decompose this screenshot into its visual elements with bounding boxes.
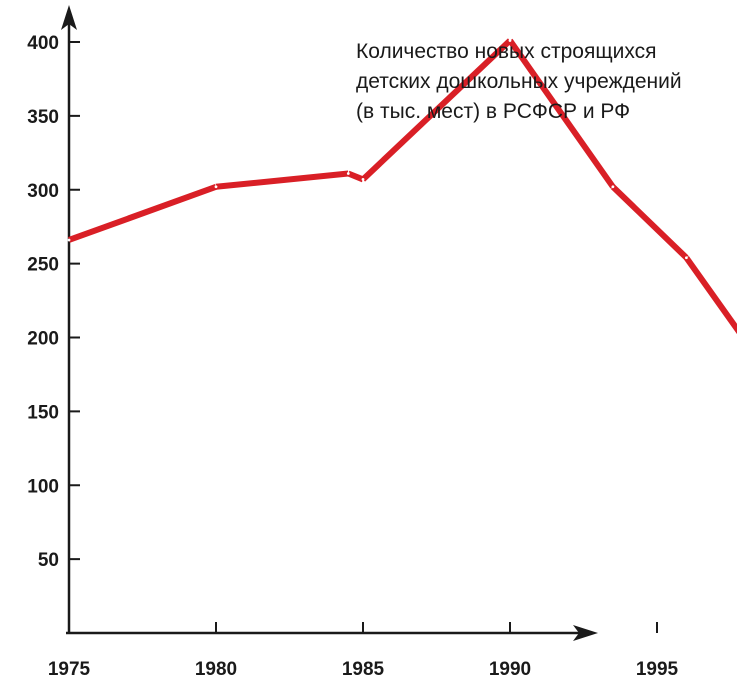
chart-title-line-3: (в тыс. мест) в РСФСР и РФ: [356, 100, 630, 123]
data-point: [67, 238, 71, 242]
y-axis-arrow-icon: [61, 5, 77, 30]
series-line-segment: [507, 38, 616, 189]
x-tick-label: 1980: [195, 659, 237, 679]
series-layer: [67, 38, 737, 335]
data-point: [685, 256, 688, 260]
y-tick-label: 300: [27, 181, 59, 202]
chart-title-line-1: Количество новых строящихся: [356, 40, 656, 63]
x-ticks: 1975198019851990199520002005: [48, 622, 679, 679]
y-tick-label: 400: [27, 33, 59, 54]
y-tick-label: 150: [27, 402, 59, 423]
x-tick-label: 1985: [342, 659, 385, 679]
data-point: [214, 185, 218, 189]
x-axis-arrow-icon: [573, 625, 598, 641]
series-line-segment: [347, 170, 365, 183]
x-tick-label: 1990: [489, 659, 531, 679]
y-tick-label: 250: [27, 255, 59, 276]
series-line-segment: [215, 170, 349, 190]
chart-title-line-2: детских дошкольных учреждений: [356, 70, 682, 93]
y-tick-label: 200: [27, 329, 59, 350]
data-point: [611, 185, 615, 189]
y-tick-label: 350: [27, 107, 59, 128]
plot-area: 50 100 150 200 250 300 350 400 1975 1980 1985 1990…: [27, 5, 737, 679]
data-point: [346, 172, 350, 175]
x-tick-label: 1995: [636, 659, 679, 679]
series-line-segment: [610, 184, 689, 260]
series-line-segment: [67, 183, 218, 243]
data-point: [508, 39, 512, 42]
series-line-segment: [683, 255, 737, 335]
y-ticks: 50 100 150 200 250 300 350 400: [27, 33, 80, 571]
series-line-segment: [360, 38, 513, 182]
chart-title: Количество новых строящихся детских дошк…: [356, 40, 686, 123]
y-tick-label: 50: [38, 550, 59, 571]
x-tick-label: 1975: [48, 659, 91, 679]
data-point: [361, 178, 365, 181]
y-tick-label: 100: [27, 476, 59, 497]
